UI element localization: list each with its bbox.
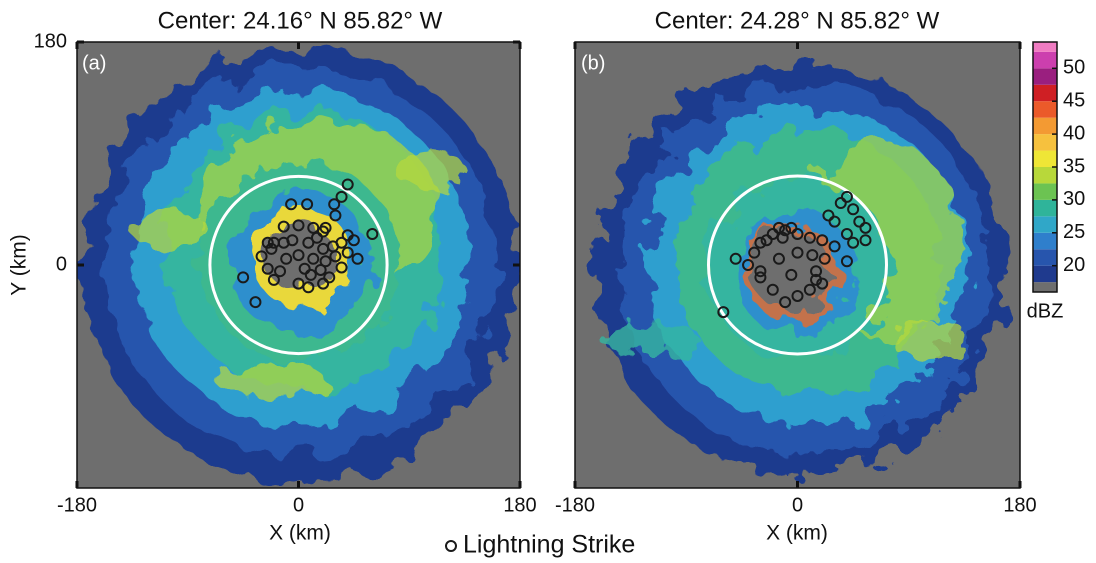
x-tick-label: -180 xyxy=(57,494,97,516)
legend-label: Lightning Strike xyxy=(463,531,635,559)
colorbar-tick-label: 40 xyxy=(1063,122,1085,144)
colorbar-band xyxy=(1033,233,1057,249)
panel-label: (a) xyxy=(82,52,106,74)
figure: Center: 24.16° N 85.82° W Center: 24.28°… xyxy=(0,0,1096,563)
y-tick-label: 180 xyxy=(34,30,67,52)
x-tick-label: 180 xyxy=(503,494,536,516)
colorbar-tick-label: 30 xyxy=(1063,188,1085,210)
colorbar-band xyxy=(1033,85,1057,101)
x-tick-label: 0 xyxy=(792,494,803,516)
colorbar-band xyxy=(1033,151,1057,167)
colorbar-band xyxy=(1033,118,1057,134)
colorbar-band xyxy=(1033,183,1057,199)
colorbar-tick-label: 35 xyxy=(1063,155,1085,177)
colorbar-band xyxy=(1033,68,1057,84)
colorbar-band xyxy=(1033,42,1057,52)
x-axis-label: X (km) xyxy=(269,522,331,545)
colorbar-band xyxy=(1033,134,1057,150)
panel-label: (b) xyxy=(581,52,605,74)
x-tick-label: 0 xyxy=(293,494,304,516)
colorbar-band xyxy=(1033,216,1057,232)
panel-title: Center: 24.16° N 85.82° W xyxy=(158,7,443,34)
radar-image xyxy=(77,42,520,488)
colorbar-band xyxy=(1033,266,1057,282)
x-tick-label: -180 xyxy=(555,494,595,516)
colorbar-tick-label: 25 xyxy=(1063,221,1085,243)
colorbar-band xyxy=(1033,52,1057,68)
colorbar-band xyxy=(1033,282,1057,292)
y-axis-label: Y (km) xyxy=(8,234,31,295)
colorbar-band xyxy=(1033,249,1057,265)
legend-marker xyxy=(446,541,456,551)
y-tick-label: 0 xyxy=(56,253,67,275)
colorbar-tick-label: 20 xyxy=(1063,254,1085,276)
colorbar-band xyxy=(1033,101,1057,117)
colorbar-tick-label: 45 xyxy=(1063,89,1085,111)
colorbar-label: dBZ xyxy=(1027,300,1064,322)
colorbar-band xyxy=(1033,200,1057,216)
colorbar-tick-label: 50 xyxy=(1063,57,1085,79)
x-axis-label: X (km) xyxy=(766,522,828,545)
x-tick-label: 180 xyxy=(1003,494,1036,516)
radar-image xyxy=(575,42,1020,488)
colorbar-band xyxy=(1033,167,1057,183)
panel-title: Center: 24.28° N 85.82° W xyxy=(655,7,940,34)
